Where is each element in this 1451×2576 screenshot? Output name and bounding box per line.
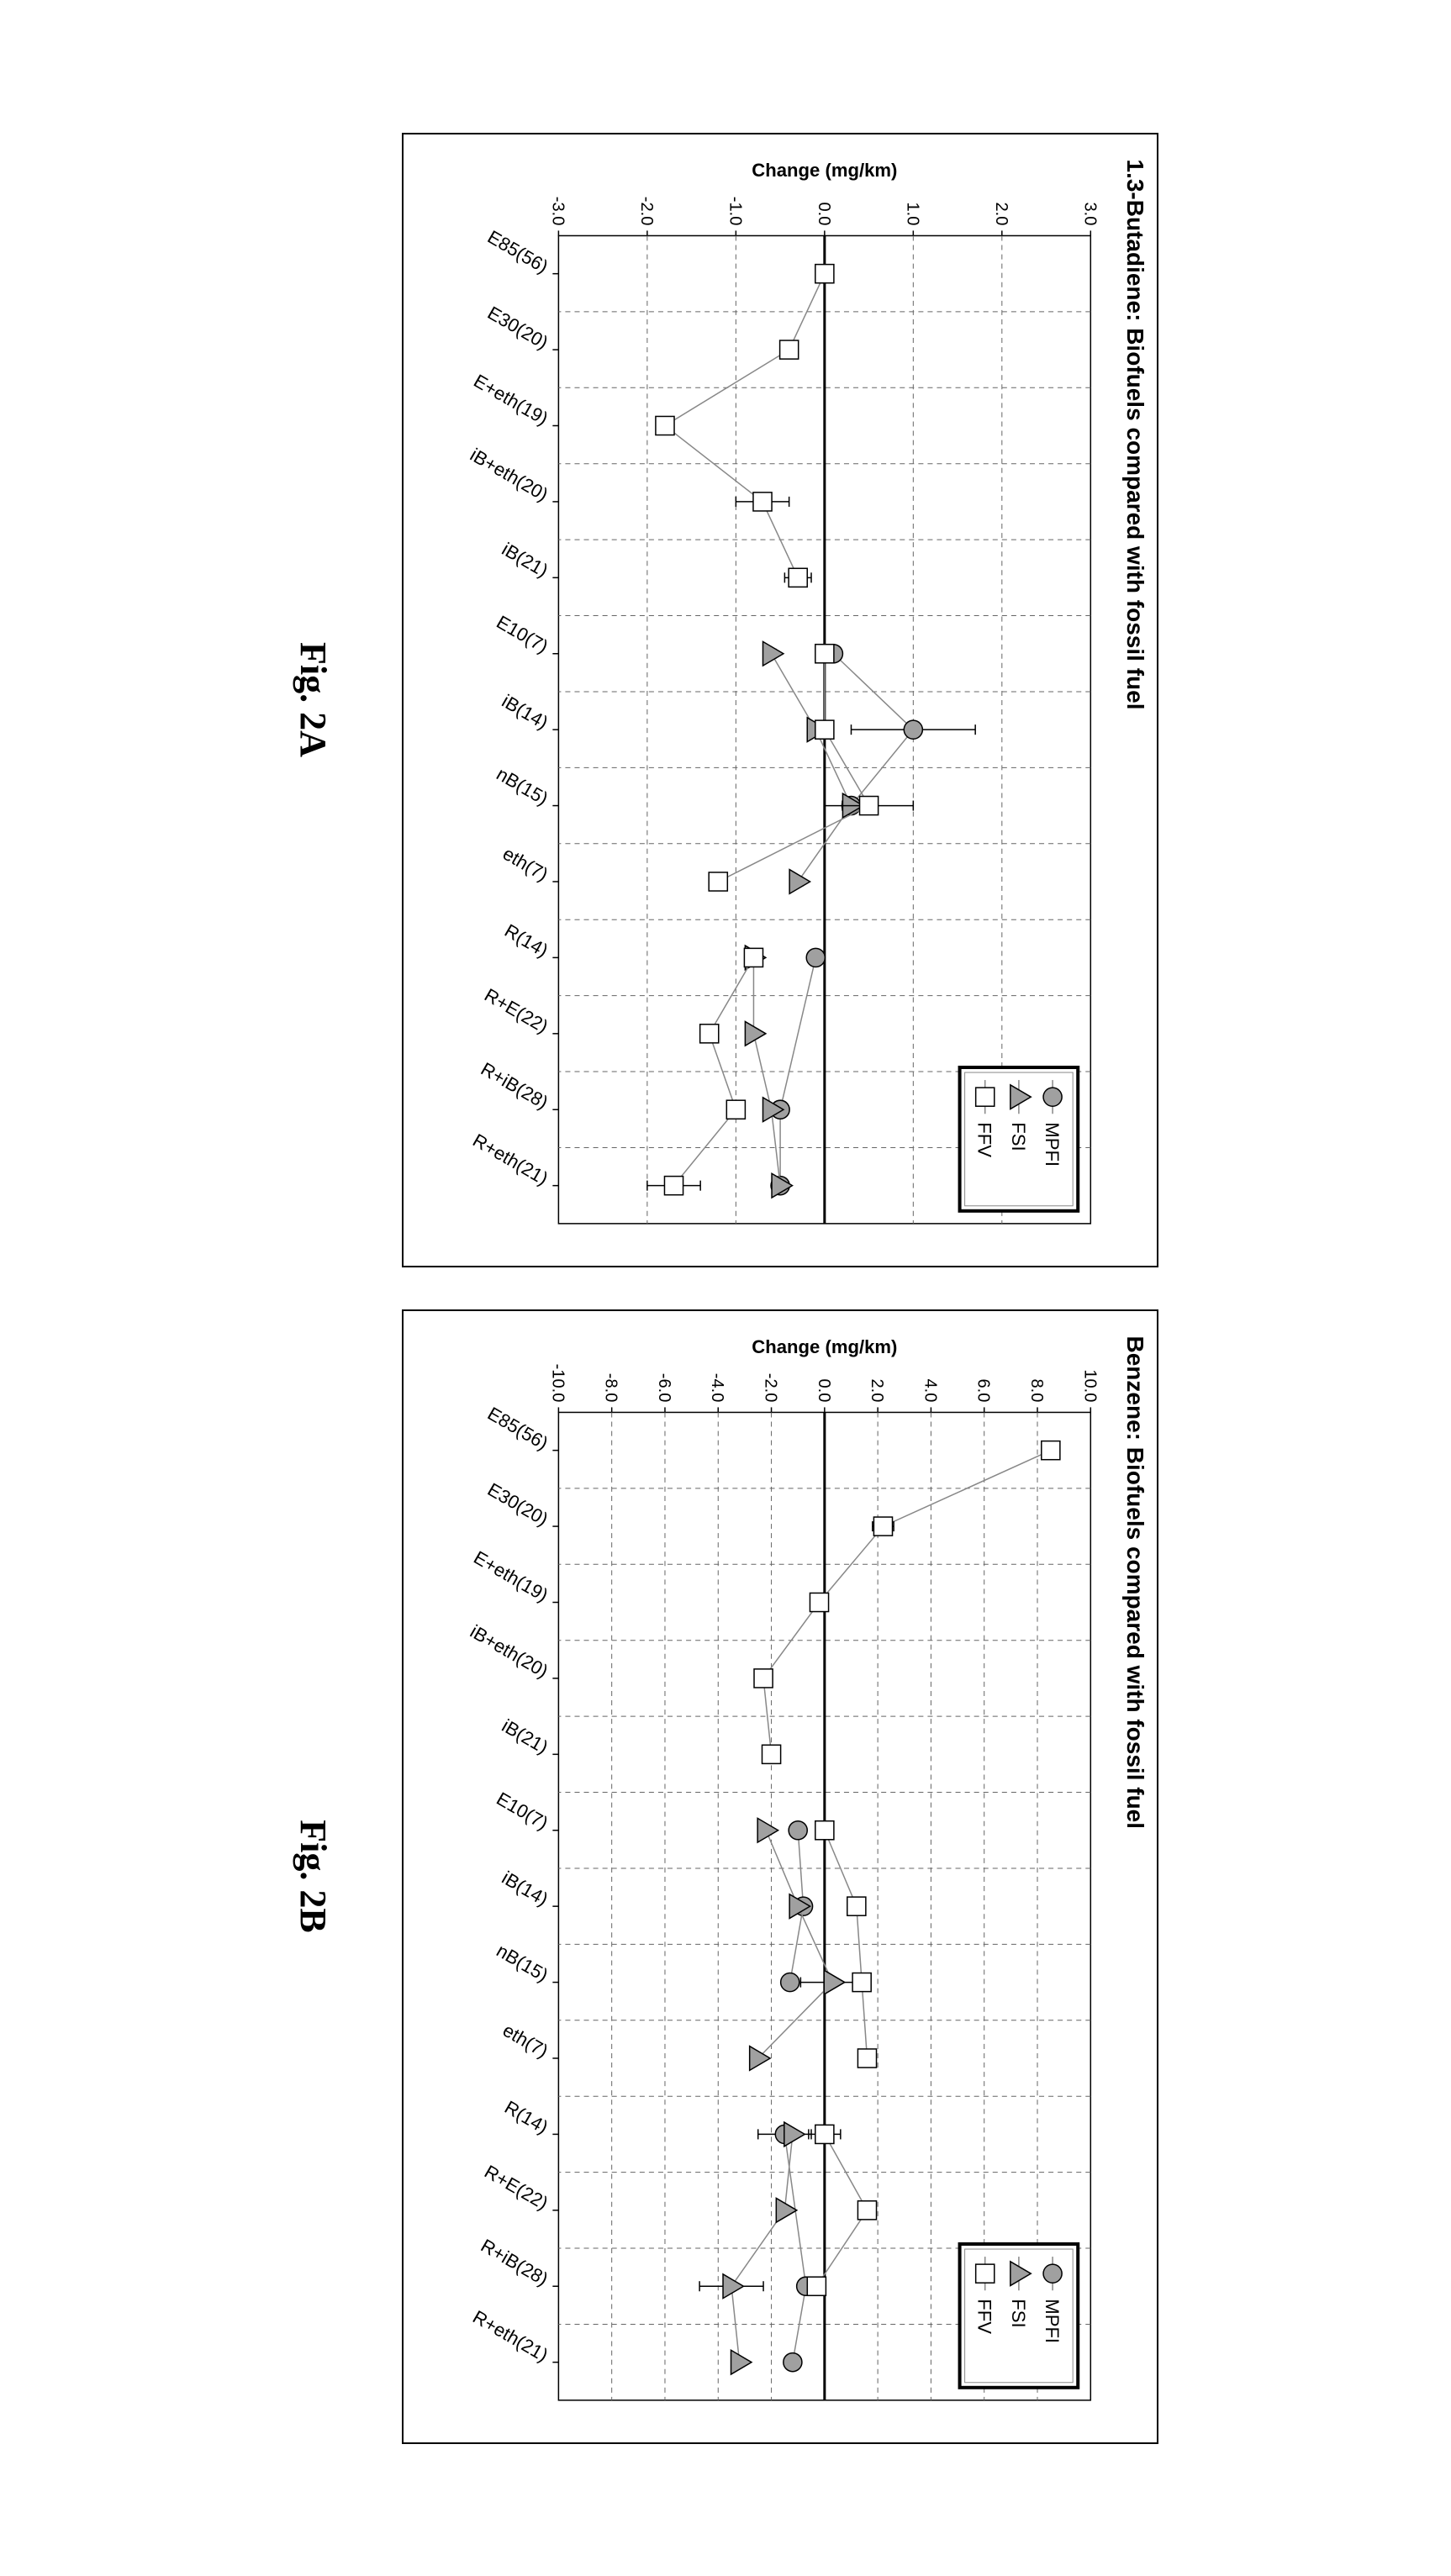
chart-title-a: 1.3-Butadiene: Biofuels compared with fo…: [1122, 160, 1149, 710]
figure-label-a: Fig. 2A: [293, 133, 335, 1267]
svg-text:eth(7): eth(7): [499, 842, 551, 885]
svg-text:R+eth(21): R+eth(21): [470, 2305, 552, 2365]
svg-text:E85(56): E85(56): [484, 1403, 552, 1454]
chart-panel-a: 1.3-Butadiene: Biofuels compared with fo…: [403, 133, 1159, 1267]
svg-text:-1.0: -1.0: [726, 196, 745, 225]
svg-text:FFV: FFV: [974, 1122, 995, 1157]
svg-text:-2.0: -2.0: [762, 1372, 780, 1402]
svg-text:0.0: 0.0: [815, 202, 833, 225]
svg-text:E10(7): E10(7): [493, 611, 552, 657]
svg-text:nB(15): nB(15): [493, 1940, 552, 1986]
svg-text:MPFI: MPFI: [1042, 1122, 1063, 1167]
svg-text:-8.0: -8.0: [602, 1372, 620, 1402]
svg-text:E+eth(19): E+eth(19): [471, 1546, 552, 1605]
svg-text:Change (mg/km): Change (mg/km): [752, 160, 898, 181]
svg-text:iB+eth(20): iB+eth(20): [467, 1620, 551, 1682]
svg-text:-10.0: -10.0: [549, 1363, 567, 1402]
svg-text:-2.0: -2.0: [637, 196, 656, 225]
svg-text:2.0: 2.0: [992, 202, 1010, 225]
svg-text:nB(15): nB(15): [493, 763, 552, 809]
svg-text:1.0: 1.0: [904, 202, 922, 225]
svg-text:3.0: 3.0: [1081, 202, 1100, 225]
svg-text:R(14): R(14): [501, 919, 551, 961]
svg-text:R+E(22): R+E(22): [482, 2161, 552, 2214]
svg-text:E10(7): E10(7): [493, 1788, 552, 1834]
svg-text:eth(7): eth(7): [499, 2019, 551, 2062]
svg-text:R+iB(28): R+iB(28): [478, 2235, 552, 2290]
svg-text:0.0: 0.0: [815, 1378, 833, 1402]
svg-text:R+iB(28): R+iB(28): [478, 1058, 552, 1114]
svg-text:6.0: 6.0: [974, 1378, 993, 1402]
svg-text:E30(20): E30(20): [484, 302, 552, 353]
svg-text:iB(21): iB(21): [499, 538, 552, 581]
chart-panel-b: Benzene: Biofuels compared with fossil f…: [403, 1309, 1159, 2444]
svg-text:-3.0: -3.0: [549, 196, 567, 225]
svg-text:R+eth(21): R+eth(21): [470, 1129, 552, 1188]
svg-text:iB(14): iB(14): [499, 1867, 552, 1910]
svg-text:R+E(22): R+E(22): [482, 984, 552, 1037]
svg-text:-4.0: -4.0: [709, 1372, 727, 1402]
svg-text:iB+eth(20): iB+eth(20): [467, 444, 551, 505]
figure-label-b: Fig. 2B: [293, 1309, 335, 2444]
svg-text:-6.0: -6.0: [655, 1372, 673, 1402]
chart-svg-a: -3.0 -2.0 -1.0 0.0 1.0 2.0 3.0 E85(56) E30(20) E+…: [413, 151, 1111, 1249]
svg-text:Change (mg/km): Change (mg/km): [752, 1336, 898, 1357]
svg-text:FSI: FSI: [1008, 2299, 1029, 2327]
chart-svg-b: -10.0 -8.0 -6.0 -4.0 -2.0 0.0 2.0 4.0 6.0 8.0 10.0…: [413, 1328, 1111, 2426]
svg-text:E85(56): E85(56): [484, 226, 552, 277]
svg-text:MPFI: MPFI: [1042, 2299, 1063, 2343]
svg-text:10.0: 10.0: [1081, 1369, 1100, 1402]
svg-text:2.0: 2.0: [868, 1378, 887, 1402]
svg-text:R(14): R(14): [501, 2096, 551, 2137]
svg-text:iB(21): iB(21): [499, 1715, 552, 1757]
svg-text:8.0: 8.0: [1027, 1378, 1046, 1402]
svg-text:E30(20): E30(20): [484, 1478, 552, 1530]
svg-text:E+eth(19): E+eth(19): [471, 370, 552, 429]
svg-text:FSI: FSI: [1008, 1122, 1029, 1151]
svg-text:4.0: 4.0: [921, 1378, 940, 1402]
chart-title-b: Benzene: Biofuels compared with fossil f…: [1122, 1336, 1149, 1830]
svg-text:iB(14): iB(14): [499, 690, 552, 733]
svg-text:FFV: FFV: [974, 2299, 995, 2334]
